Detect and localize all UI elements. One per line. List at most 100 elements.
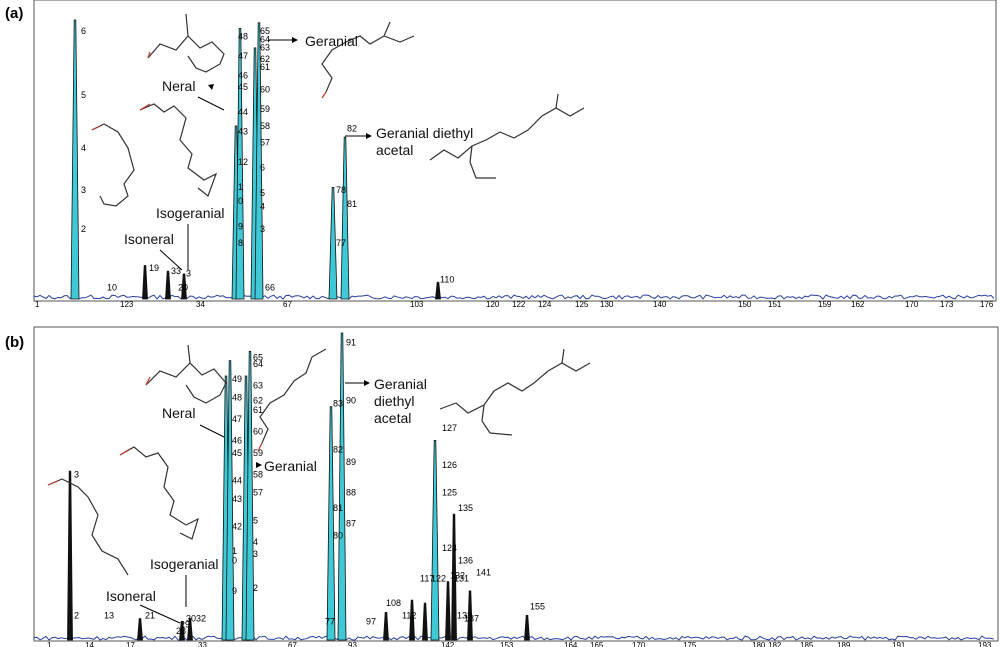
peak-5 [225, 360, 235, 641]
peak-label: 141 [476, 568, 491, 578]
peak-label: 133 [457, 611, 472, 621]
peak-label: 91 [346, 337, 356, 347]
peak-label: 46 [238, 71, 248, 81]
tick-label: 189 [837, 641, 851, 647]
peak-label: 20 [178, 283, 188, 293]
peak-label: 30 [186, 614, 196, 624]
tick-label: 130 [600, 300, 614, 309]
arrow-head-icon [366, 133, 372, 139]
peak-label: 132 [450, 571, 465, 581]
peak-10 [383, 611, 389, 641]
peak-label: 87 [346, 518, 356, 528]
peak-label: 61 [253, 405, 263, 415]
tick-labels-group: 1 14 17 33 67 93 142 153 164 165 170 175 180 182 185 18… [47, 641, 992, 647]
peak-label: 97 [366, 617, 376, 627]
peak-label: 57 [260, 138, 270, 148]
tick-label: 182 [768, 641, 782, 647]
acetal-label-line1: Geranial diethyl [376, 125, 473, 141]
isogeranial-structure [139, 103, 218, 197]
isogeranial-label: Isogeranial [150, 556, 219, 572]
tick-label: 14 [85, 641, 94, 647]
peak-label: 6 [260, 163, 265, 173]
peak-label: 19 [149, 263, 159, 273]
tick-label: 142 [441, 641, 455, 647]
peak-label: 80 [333, 531, 343, 541]
tick-label: 164 [564, 641, 578, 647]
peak-label: 9 [238, 221, 243, 231]
peak-0 [70, 19, 80, 300]
peak-label: 2 [81, 224, 86, 234]
peak-label: 43 [238, 126, 248, 136]
tick-label: 123 [120, 300, 134, 309]
tick-label: 176 [980, 300, 994, 309]
tick-label: 33 [198, 641, 207, 647]
peak-label: 60 [260, 85, 270, 95]
isoneral-label: Isoneral [106, 588, 156, 604]
plot-frame [33, 326, 999, 642]
peak-label: 3 [74, 469, 79, 479]
peak-3 [181, 273, 187, 300]
peak-label: 124 [442, 543, 457, 553]
peak-label: 135 [458, 503, 473, 513]
peak-label: 77 [336, 238, 346, 248]
peak-label: 28 [176, 626, 186, 636]
peak-label: 59 [260, 104, 270, 114]
peak-label: 108 [386, 598, 401, 608]
peak-label: 32 [196, 614, 206, 624]
peak-label: 59 [253, 448, 263, 458]
peak-label: 6 [81, 26, 86, 36]
tick-label: 17 [126, 641, 135, 647]
arrow-head-icon [292, 37, 298, 43]
tick-label: 67 [288, 641, 297, 647]
peak-label: 77 [325, 617, 335, 627]
neral-arrow [197, 96, 225, 111]
peak-label: 62 [260, 54, 270, 64]
tick-label: 151 [768, 300, 782, 309]
peak-label: 29 [180, 620, 190, 630]
isoneral-arrow [139, 604, 181, 624]
baseline-noise [33, 294, 995, 300]
neral-structure [145, 344, 227, 404]
peak-label: 81 [333, 503, 343, 513]
peak-label: 57 [253, 488, 263, 498]
peak-10 [435, 281, 441, 300]
peak-label: 64 [260, 34, 270, 44]
tick-label: 122 [512, 300, 526, 309]
peak-label: 155 [530, 601, 545, 611]
peak-label: 89 [346, 457, 356, 467]
isogeranial-structure [119, 446, 199, 540]
peak-label: 58 [260, 121, 270, 131]
arrow-head-icon [364, 380, 370, 386]
peak-label: 13 [104, 611, 114, 621]
peak-label: 64 [253, 359, 263, 369]
peak-label: 9 [232, 586, 237, 596]
peak-label: 43 [232, 494, 242, 504]
acetal-label-line2: acetal [376, 142, 413, 158]
peak-label: 126 [442, 460, 457, 470]
peak-label: 82 [333, 445, 343, 455]
isoneral-structure [47, 478, 129, 576]
peaks-group [67, 332, 530, 641]
tick-label: 34 [196, 300, 205, 309]
peak-2 [165, 270, 171, 300]
peak-label: 49 [232, 374, 242, 384]
peak-label: 42 [232, 521, 242, 531]
peak-label: 0 [232, 555, 237, 565]
peak-label: 4 [260, 202, 265, 212]
peak-0 [67, 470, 73, 641]
tick-label: 120 [486, 300, 500, 309]
neral-structure [147, 13, 225, 73]
peak-label: 63 [253, 380, 263, 390]
peak-8 [328, 187, 338, 300]
neral-label: Neral [162, 78, 195, 94]
acetal-label-line1: Geranial [374, 376, 427, 392]
peak-17 [524, 615, 530, 641]
peak-9 [337, 332, 347, 641]
arrow-head-icon [208, 84, 214, 90]
peak-label: 137 [464, 614, 479, 624]
peak-label: 61 [260, 62, 270, 72]
peak-label: 10 [107, 283, 117, 293]
peak-1 [137, 618, 143, 641]
baseline-trace [33, 635, 995, 641]
